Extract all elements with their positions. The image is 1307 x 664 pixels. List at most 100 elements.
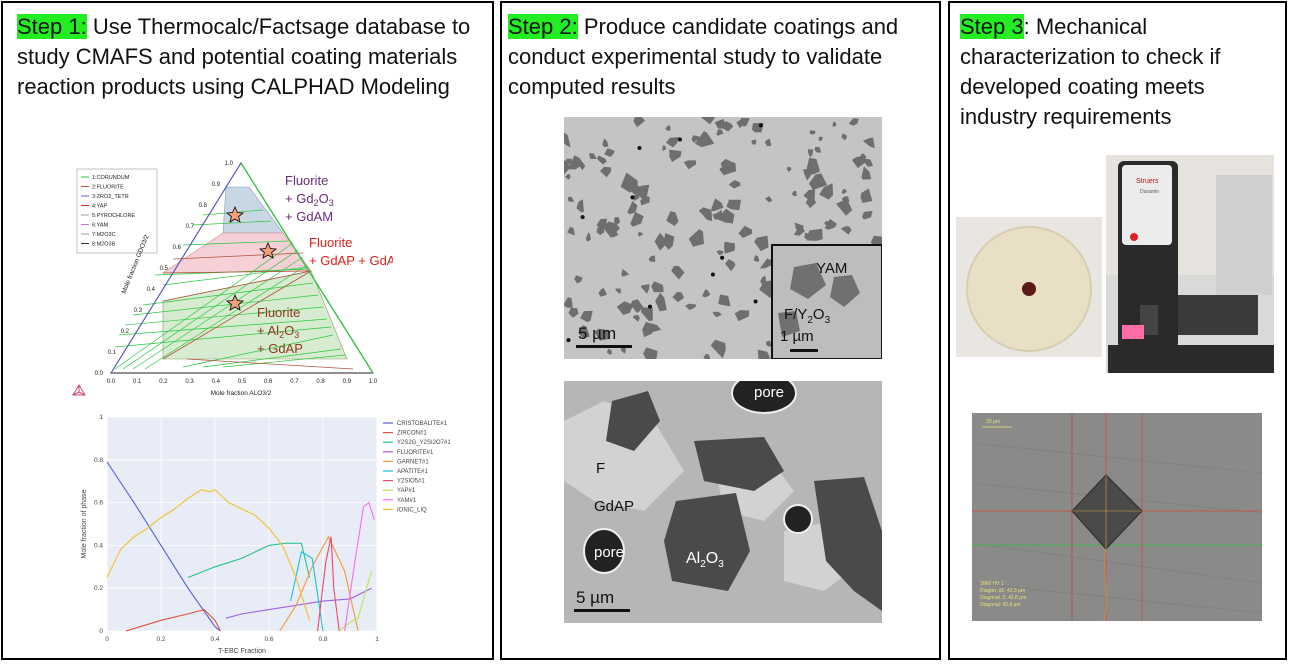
grain [648,322,662,333]
region-fluorite-al2o3-gdap [162,270,348,360]
grain [627,201,638,215]
pore-dot [710,272,715,277]
region3-line3: + GdAP [257,341,303,356]
grain [712,311,722,318]
grain [809,130,816,135]
grain [759,258,774,269]
triangle-edge-right [240,162,374,374]
grain [567,226,575,236]
grain [589,153,597,160]
ternary-x-tick: 0.8 [316,379,325,385]
grain [764,138,772,147]
ternary-legend-item: 2:FLUORITE [92,185,124,191]
pore-dot [630,195,635,200]
grain [719,167,727,175]
sem1-scale-label: 5 µm [578,324,616,343]
grain [740,118,750,127]
x-axis-label: T-EBC Fraction [218,648,266,655]
legend-item: CRISTOBALITE#1 [397,421,448,427]
grain [615,288,621,294]
grain [786,166,792,172]
ternary-legend: 1:CORUNDUM 2:FLUORITE 3:ZRO2_TETR 4:YAP 5:PY… [81,175,135,248]
thermocalc-logo [72,384,86,396]
y-tick-label: 1 [99,414,103,421]
grain [641,307,653,322]
grain [643,347,658,359]
readout-line-4: Diagonal: 42.6 µm [980,602,1021,608]
grain [751,139,757,145]
y-axis-label: Mole fraction of phase [81,489,88,558]
grain [662,145,667,151]
ternary-x-tick: 0.9 [343,379,352,385]
pores [583,381,813,574]
y-tick-labels: 0 0.2 0.4 0.6 0.8 1 [94,414,103,635]
star-marker-2 [258,241,278,259]
grain [738,225,753,238]
legend-item: YAM#1 [397,498,417,504]
legend-item: YAP#1 [397,488,416,494]
chart-legend: CRISTOBALITE#1 ZIRCON#1 Y2S2G_Y2SI2O7#1 FLU… [383,421,451,513]
x-tick-label: 0.6 [264,636,273,643]
legend-item: GARNET#1 [397,459,429,465]
grain [651,281,664,293]
grain [665,125,671,131]
ternary-y-tick: 0.1 [108,350,117,356]
series-line-zircon-1 [125,608,221,632]
grain [734,310,750,322]
grain [791,190,797,197]
grain [759,280,775,298]
grain [567,196,575,202]
grain [824,218,837,230]
tester-stage [1178,295,1258,335]
tester-brand: Struers [1136,178,1159,185]
step3-text: : Mechanical characterization to check i… [960,14,1221,129]
grain [620,172,638,193]
grain [725,259,736,272]
ternary-y-tick: 0.0 [95,371,104,377]
grain [861,166,872,180]
region3-line2: + Al2O3 [257,323,299,340]
legend-item: Y2SIO5#1 [397,479,425,485]
grain [568,155,584,170]
pore-dot [648,304,653,309]
inset-label-fy2o3: F/Y2O3 [784,306,831,326]
label-al2o3: Al2O3 [686,550,724,570]
ternary-legend-item: 6:YAM [92,223,109,229]
grain [728,180,741,189]
grain [691,135,700,143]
ternary-x-tick: 0.5 [238,379,247,385]
grain [564,132,571,148]
grain [860,188,873,203]
grain [578,325,590,338]
region1-line2: + Gd2O3 [285,191,334,208]
grain [824,220,832,227]
tester-head [1122,165,1172,245]
grain [683,160,697,170]
grain [807,149,814,158]
grain [671,265,685,280]
grain [726,199,741,211]
sem1-scale-bar [576,345,632,348]
grain [655,292,667,312]
x-tick-label: 0.2 [156,636,165,643]
series-line-garnet-1 [279,535,359,632]
grain [724,241,735,254]
ternary-x-tick: 0.6 [264,379,273,385]
pore-dot [566,338,571,343]
step1-tag: Step 1: [17,14,87,39]
grain [803,189,815,202]
y-tick-label: 0.6 [94,500,103,507]
plot-area [107,417,377,631]
grain [574,275,583,284]
star-marker-1 [225,205,245,223]
grain [602,221,620,238]
region-label-1: Fluorite + Gd2O3 + GdAM [285,173,334,224]
grain [633,117,646,128]
phase-fraction-line-chart: 0 0.2 0.4 0.6 0.8 1 0 0.2 0.4 0.6 0.8 1 CRISTOBALI… [81,414,451,655]
region1-line1: Fluorite [285,173,328,188]
ternary-x-tick: 0.3 [185,379,194,385]
brown-tie-lines [162,252,354,370]
readout-line-2: Diagon. d1: 42.3 µm [980,588,1025,594]
ternary-y-tick: 0.6 [173,245,182,251]
step1-description: Step 1: Use Thermocalc/Factsage database… [17,12,482,102]
